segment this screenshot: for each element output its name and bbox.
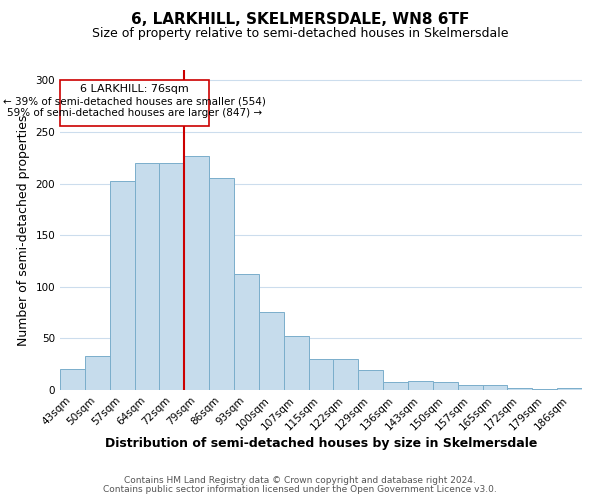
Bar xyxy=(383,382,408,390)
Bar xyxy=(433,382,458,390)
Bar xyxy=(532,389,557,390)
Bar xyxy=(160,163,184,390)
X-axis label: Distribution of semi-detached houses by size in Skelmersdale: Distribution of semi-detached houses by … xyxy=(105,438,537,450)
Bar xyxy=(259,312,284,390)
Bar xyxy=(557,388,582,390)
Bar xyxy=(358,370,383,390)
Bar xyxy=(334,359,358,390)
Text: ← 39% of semi-detached houses are smaller (554): ← 39% of semi-detached houses are smalle… xyxy=(4,97,266,107)
Bar xyxy=(234,274,259,390)
Bar xyxy=(60,370,85,390)
Bar xyxy=(110,182,134,390)
Bar xyxy=(458,385,482,390)
Bar xyxy=(85,356,110,390)
Text: 6 LARKHILL: 76sqm: 6 LARKHILL: 76sqm xyxy=(80,84,189,94)
Text: Contains HM Land Registry data © Crown copyright and database right 2024.: Contains HM Land Registry data © Crown c… xyxy=(124,476,476,485)
Text: 6, LARKHILL, SKELMERSDALE, WN8 6TF: 6, LARKHILL, SKELMERSDALE, WN8 6TF xyxy=(131,12,469,28)
Bar xyxy=(482,385,508,390)
Bar xyxy=(508,388,532,390)
Bar xyxy=(408,380,433,390)
Bar xyxy=(184,156,209,390)
Bar xyxy=(308,359,334,390)
Bar xyxy=(284,336,308,390)
Bar xyxy=(209,178,234,390)
Text: 59% of semi-detached houses are larger (847) →: 59% of semi-detached houses are larger (… xyxy=(7,108,262,118)
Text: Size of property relative to semi-detached houses in Skelmersdale: Size of property relative to semi-detach… xyxy=(92,28,508,40)
FancyBboxPatch shape xyxy=(61,80,209,126)
Bar xyxy=(134,163,160,390)
Text: Contains public sector information licensed under the Open Government Licence v3: Contains public sector information licen… xyxy=(103,485,497,494)
Y-axis label: Number of semi-detached properties: Number of semi-detached properties xyxy=(17,114,30,346)
